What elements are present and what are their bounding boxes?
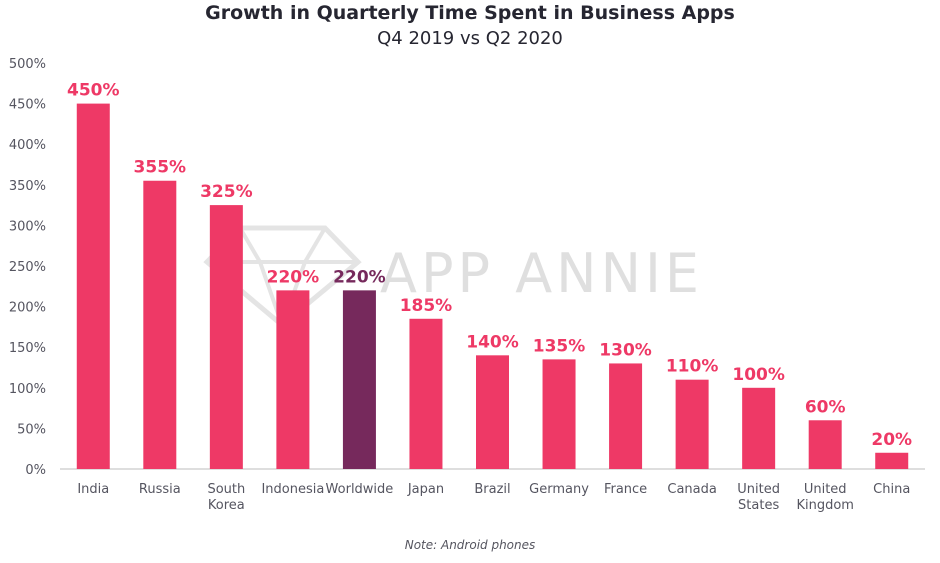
y-tick-label: 400% [9, 138, 46, 153]
x-category-label: France [604, 482, 647, 497]
y-tick-label: 150% [9, 341, 46, 356]
bar [276, 290, 310, 469]
x-category-label: Indonesia [261, 482, 324, 497]
x-category-label: United [737, 482, 780, 497]
data-label: 60% [805, 397, 846, 417]
y-tick-label: 300% [9, 219, 46, 234]
x-category-label: Japan [407, 482, 444, 497]
data-label: 130% [599, 340, 652, 360]
data-label: 220% [333, 267, 386, 287]
bar [542, 359, 576, 469]
x-category-label: Kingdom [796, 498, 854, 513]
x-category-label: United [804, 482, 847, 497]
y-tick-label: 350% [9, 179, 46, 194]
data-label: 100% [732, 365, 785, 385]
chart-subtitle: Q4 2019 vs Q2 2020 [377, 28, 563, 49]
x-category-label: Germany [529, 482, 589, 497]
x-category-label: Russia [139, 482, 181, 497]
watermark-text: APP ANNIE [380, 242, 703, 305]
x-category-label: India [77, 482, 109, 497]
x-category-label: South [207, 482, 245, 497]
bar [808, 420, 842, 469]
x-category-label: China [873, 482, 910, 497]
x-category-label: Worldwide [326, 482, 394, 497]
bar [342, 290, 376, 469]
y-tick-label: 200% [9, 301, 46, 316]
y-tick-label: 50% [17, 422, 46, 437]
y-tick-label: 100% [9, 382, 46, 397]
x-category-label: States [738, 498, 779, 513]
bar [609, 363, 643, 469]
y-tick-label: 250% [9, 260, 46, 275]
data-label: 220% [267, 267, 320, 287]
data-label: 325% [200, 182, 253, 202]
data-label: 20% [871, 430, 912, 450]
bar [875, 452, 909, 469]
bar [409, 318, 443, 469]
bar [742, 387, 776, 469]
axes: 0% 50% 100% 150% 200% 250% 300% 350% 400% 450% 500… [9, 57, 925, 478]
x-category-label: Korea [208, 498, 245, 513]
data-label: 450% [67, 81, 120, 101]
x-category-label: Canada [667, 482, 716, 497]
bar [76, 103, 110, 469]
y-tick-label: 500% [9, 57, 46, 72]
bar [675, 379, 709, 469]
chart-note: Note: Android phones [404, 538, 536, 552]
bars [76, 103, 909, 470]
y-tick-label: 450% [9, 98, 46, 113]
y-tick-label: 0% [25, 463, 46, 478]
data-label: 110% [666, 357, 719, 377]
bar [209, 205, 243, 469]
data-label: 185% [400, 296, 453, 316]
data-label: 135% [533, 336, 586, 356]
x-category-label: Brazil [474, 482, 510, 497]
chart-title: Growth in Quarterly Time Spent in Busine… [205, 2, 735, 24]
data-label: 140% [466, 332, 519, 352]
bar [476, 355, 509, 469]
data-label: 355% [134, 158, 187, 178]
bar [143, 180, 177, 470]
